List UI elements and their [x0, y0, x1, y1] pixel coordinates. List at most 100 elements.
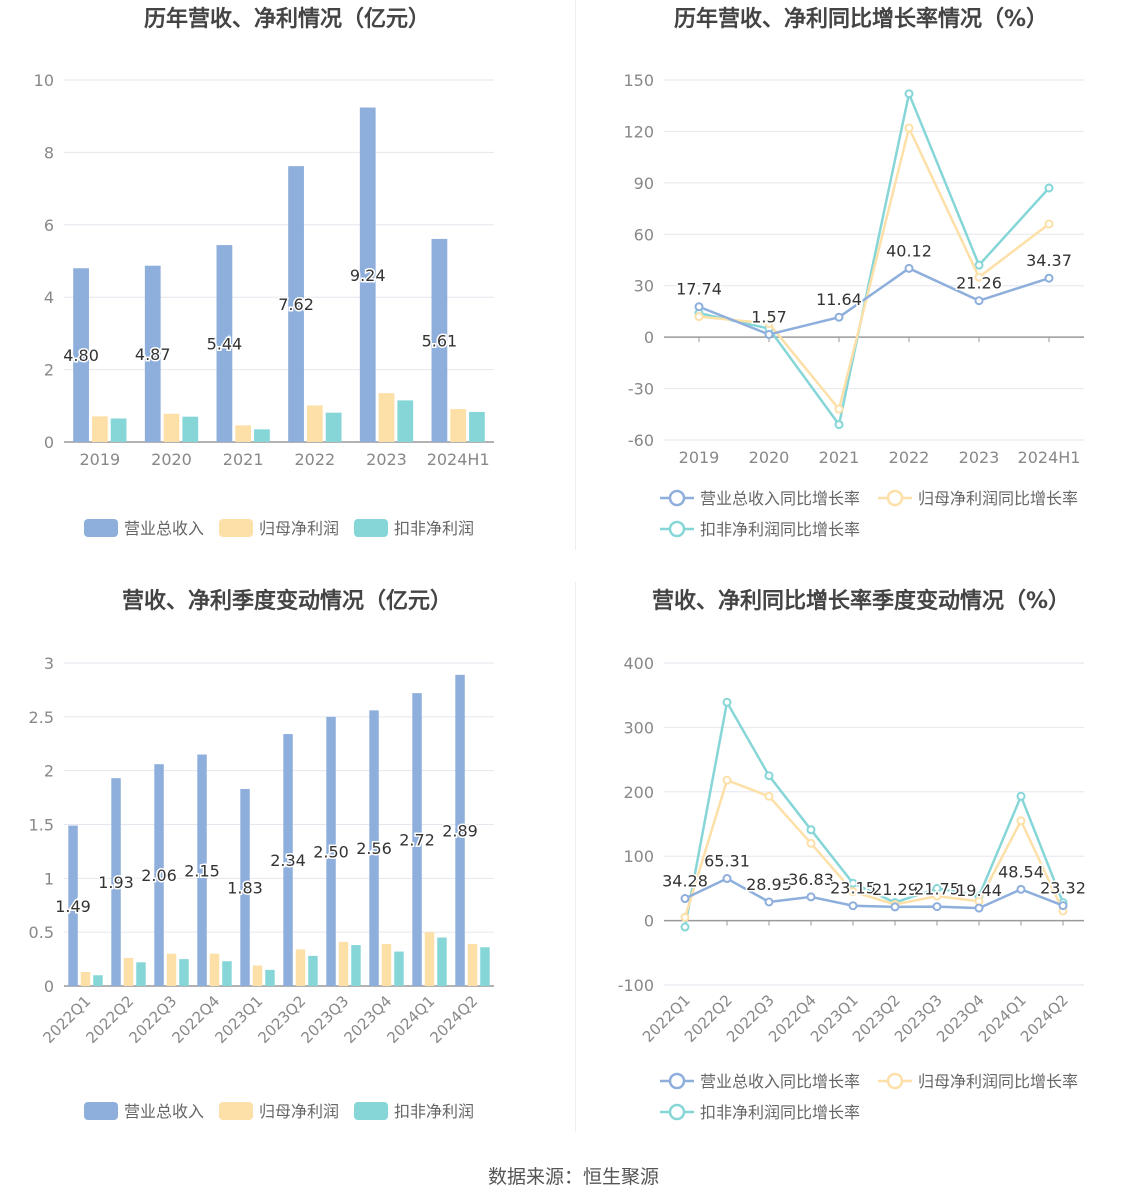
legend-label: 扣非净利润同比增长率 — [700, 520, 860, 539]
y-tick-label: 120 — [623, 122, 654, 141]
bar-deducted-profit — [469, 411, 485, 442]
bar-net-profit — [91, 416, 108, 442]
data-point — [764, 318, 774, 328]
data-label: 28.95 — [746, 875, 792, 894]
data-label: 23.32 — [1040, 879, 1086, 898]
legend-label: 营业总收入同比增长率 — [700, 489, 860, 508]
bar-net-profit — [378, 393, 395, 442]
y-tick-label: 100 — [623, 847, 654, 866]
data-label: 36.83 — [788, 870, 834, 889]
y-tick-label: 200 — [623, 783, 654, 802]
chart-title: 营收、净利同比增长率季度变动情况（%） — [652, 588, 1070, 614]
data-label: 2.72 — [399, 831, 435, 850]
data-point — [694, 312, 704, 322]
data-point — [1016, 816, 1026, 826]
data-point — [890, 902, 900, 912]
chart-title: 历年营收、净利情况（亿元） — [144, 6, 430, 32]
y-tick-label: -30 — [628, 380, 654, 399]
data-point — [848, 878, 858, 888]
series-line-revenue — [684, 877, 1064, 910]
bar-revenue — [68, 825, 78, 986]
quarterly-revenue-profit-svg: 营收、净利季度变动情况（亿元）00.511.522.532022Q12022Q2… — [29, 588, 494, 1121]
annual-revenue-profit-chart: 历年营收、净利情况（亿元） 0 2 4 6 8 10 2019 2020 2021 2022 2023… — [0, 0, 573, 580]
data-point — [974, 272, 984, 282]
x-tick-label: 2020 — [151, 450, 192, 469]
data-point — [722, 697, 732, 707]
x-tick-label: 2021 — [819, 448, 860, 467]
y-tick-label: 2 — [44, 361, 54, 380]
data-point — [722, 874, 732, 884]
data-point — [974, 260, 984, 270]
data-label: 4.87 — [135, 345, 171, 364]
legend-marker — [668, 520, 686, 538]
data-point — [764, 771, 774, 781]
y-tick-label: 0 — [644, 912, 654, 931]
bar-revenue — [359, 107, 376, 443]
legend-marker — [886, 489, 904, 507]
bar-deducted-profit — [222, 961, 232, 986]
bar-deducted-profit — [182, 416, 199, 442]
legend-marker — [668, 489, 686, 507]
y-tick-label: 6 — [44, 216, 54, 235]
y-tick-label: 90 — [634, 174, 654, 193]
data-label: 1.57 — [751, 307, 787, 326]
data-point — [694, 302, 704, 312]
data-point — [848, 901, 858, 911]
data-label: 4.80 — [63, 346, 99, 365]
bar-net-profit — [467, 944, 478, 986]
legend-swatch — [219, 519, 253, 537]
legend-label: 归母净利润同比增长率 — [918, 489, 1078, 508]
bar-revenue — [283, 734, 293, 986]
x-tick-label: 2021 — [223, 450, 264, 469]
bar-net-profit — [424, 932, 435, 986]
x-tick-label: 2023 — [959, 448, 1000, 467]
legend-marker — [668, 1103, 686, 1121]
y-tick-label: -100 — [618, 976, 654, 995]
bar-revenue — [369, 710, 379, 986]
legend-label: 扣非净利润 — [394, 519, 474, 538]
bar-net-profit — [235, 425, 252, 442]
chart-title: 历年营收、净利同比增长率情况（%） — [674, 6, 1048, 32]
x-tick-label: 2022 — [294, 450, 335, 469]
data-point — [806, 825, 816, 835]
bar-net-profit — [295, 949, 306, 986]
data-point — [1058, 901, 1068, 911]
y-tick-label: 60 — [634, 225, 654, 244]
x-tick-label: 2020 — [749, 448, 790, 467]
data-point — [680, 922, 690, 932]
y-tick-label: 1.5 — [29, 816, 54, 835]
data-point — [932, 902, 942, 912]
data-point — [1044, 183, 1054, 193]
bar-revenue — [455, 674, 465, 986]
data-label: 7.62 — [278, 295, 314, 314]
bar-deducted-profit — [394, 951, 404, 986]
bar-net-profit — [166, 953, 177, 986]
legend-label: 归母净利润同比增长率 — [918, 1072, 1078, 1091]
legend-swatch — [84, 519, 118, 537]
bar-net-profit — [381, 944, 392, 986]
quarterly-revenue-profit-chart: 营收、净利季度变动情况（亿元） 0 0.5 1 1.5 2 2.5 3 2022Q1 2022Q2… — [0, 582, 573, 1162]
bar-deducted-profit — [437, 937, 447, 986]
bar-revenue — [144, 265, 161, 442]
bar-deducted-profit — [110, 418, 127, 442]
bar-revenue — [154, 764, 164, 986]
bar-deducted-profit — [351, 945, 361, 986]
data-point — [904, 263, 914, 273]
data-label: 21.75 — [914, 880, 960, 899]
vertical-divider-bottom — [575, 582, 576, 1132]
data-label: 23.15 — [830, 879, 876, 898]
y-tick-label: 150 — [623, 71, 654, 90]
series-line-net-profit — [683, 778, 1065, 918]
y-tick-label: 10 — [34, 71, 54, 90]
data-label: 2.89 — [442, 821, 478, 840]
legend-label: 营业总收入同比增长率 — [700, 1072, 860, 1091]
y-tick-label: 0 — [44, 433, 54, 452]
bar-deducted-profit — [179, 959, 189, 986]
data-label: 17.74 — [676, 280, 722, 299]
data-point — [1044, 273, 1054, 283]
bar-revenue — [111, 778, 121, 986]
bar-net-profit — [450, 409, 467, 442]
bar-deducted-profit — [254, 429, 270, 442]
series-line-deducted-profit — [698, 89, 1050, 428]
bar-revenue — [240, 788, 250, 986]
